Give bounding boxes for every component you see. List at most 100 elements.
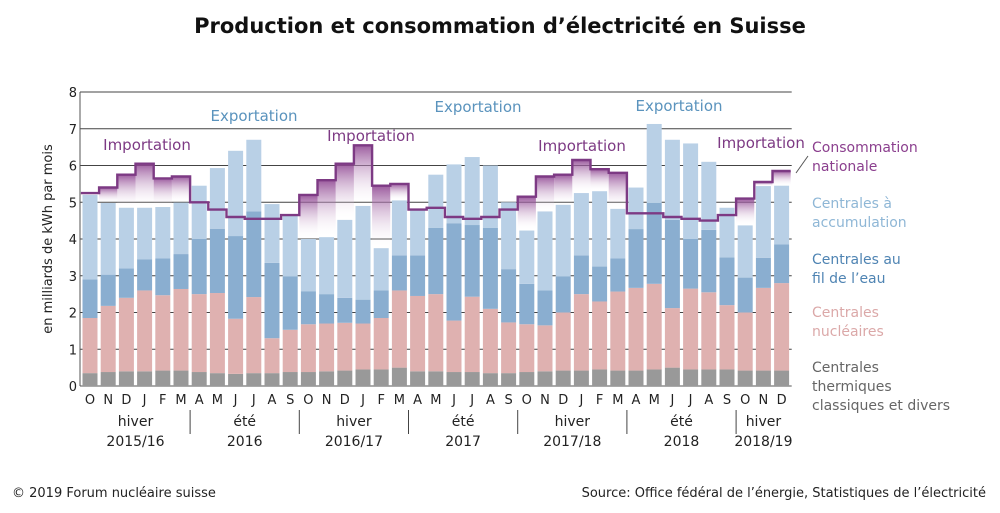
bar-segment (355, 369, 371, 386)
import-fill (99, 187, 118, 203)
bar-segment (300, 372, 316, 386)
bar-segment (337, 322, 353, 371)
bar-segment (519, 230, 535, 284)
bar-segment (173, 202, 189, 255)
bar-segment (319, 371, 335, 386)
period-year-label: 2015/16 (106, 434, 164, 450)
bar-segment (82, 318, 98, 374)
bar-segment (137, 259, 153, 291)
bar-segment (337, 370, 353, 386)
x-tick-label: A (195, 393, 204, 408)
bar-segment (664, 139, 680, 220)
bar-segment (319, 237, 335, 295)
bar-segment (373, 248, 389, 291)
bar-segment (555, 276, 571, 313)
bar-segment (482, 373, 498, 386)
bar-segment (501, 373, 517, 386)
bar-segment (628, 229, 644, 288)
import-fill (171, 176, 191, 203)
import-fill (608, 172, 627, 209)
bar-segment (246, 139, 262, 212)
x-tick-label: N (759, 393, 769, 408)
import-fill (353, 145, 373, 206)
bar-segment (683, 369, 699, 386)
bar-segment (228, 373, 244, 386)
x-tick-label: M (394, 393, 405, 408)
bar-segment (610, 208, 626, 259)
bar-segment (701, 229, 717, 293)
bar-segment (410, 209, 426, 256)
bar-segment (137, 207, 153, 260)
import-fill (754, 182, 773, 187)
bar-segment (337, 219, 353, 298)
bar-segment (118, 371, 134, 386)
import-fill (590, 169, 609, 192)
x-tick-label: D (340, 393, 350, 408)
bar-segment (446, 372, 462, 386)
period-year-label: 2016 (227, 434, 263, 450)
x-tick-label: M (212, 393, 223, 408)
import-fill (117, 174, 136, 208)
import-fill (372, 185, 391, 249)
legend-label: Centrales au (812, 252, 901, 268)
x-tick-label: F (596, 393, 603, 408)
legend-label: Consommation (812, 140, 918, 156)
bar-segment (501, 322, 517, 374)
x-tick-label: A (413, 393, 422, 408)
bar-segment (646, 123, 662, 203)
bar-segment (391, 290, 407, 368)
legend-label: thermiques (812, 379, 892, 395)
bar-segment (391, 367, 407, 386)
bar-segment (391, 200, 407, 256)
legend-label: nationale (812, 159, 877, 175)
x-tick-label: M (430, 393, 441, 408)
copyright-text: © 2019 Forum nucléaire suisse (12, 486, 216, 501)
bar-segment (209, 168, 225, 229)
bar-segment (719, 207, 735, 258)
bar-segment (628, 187, 644, 230)
bar-stacks (82, 123, 790, 386)
x-tick-label: O (740, 393, 750, 408)
bar-segment (246, 297, 262, 374)
legend-label: Centrales (812, 305, 879, 321)
x-tick-label: M (612, 393, 623, 408)
y-tick-label: 0 (69, 380, 77, 395)
bar-segment (264, 338, 280, 374)
bar-segment (573, 255, 589, 295)
bar-segment (737, 312, 753, 371)
x-tick-label: S (286, 393, 294, 408)
x-tick-label: S (723, 393, 731, 408)
bar-segment (282, 276, 298, 330)
bar-segment (501, 202, 517, 270)
bar-segment (610, 291, 626, 371)
x-tick-label: J (451, 393, 456, 408)
import-fill (572, 159, 591, 194)
bar-segment (592, 301, 608, 370)
bar-segment (464, 296, 480, 373)
bar-segment (82, 194, 98, 280)
period-season-label: hiver (118, 414, 154, 430)
bar-segment (573, 370, 589, 386)
x-tick-label: J (688, 393, 693, 408)
y-tick-label: 7 (69, 123, 77, 138)
bar-segment (683, 239, 699, 289)
bar-segment (482, 227, 498, 309)
legend-label: nucléaires (812, 324, 884, 340)
import-fill (535, 176, 555, 212)
period-year-label: 2017/18 (543, 434, 601, 450)
period-season-label: été (452, 414, 475, 430)
period-year-label: 2016/17 (325, 434, 383, 450)
period-year-label: 2017 (445, 434, 481, 450)
import-annotation: Importation (538, 137, 626, 155)
bar-segment (555, 204, 571, 277)
bar-segment (282, 215, 298, 277)
bar-segment (100, 372, 116, 386)
chart-title: Production et consommation d’électricité… (194, 14, 806, 38)
bar-segment (519, 372, 535, 386)
bar-segment (610, 370, 626, 386)
bar-segment (100, 274, 116, 306)
import-fill (736, 198, 755, 226)
bar-segment (501, 269, 517, 323)
bar-segment (391, 255, 407, 291)
